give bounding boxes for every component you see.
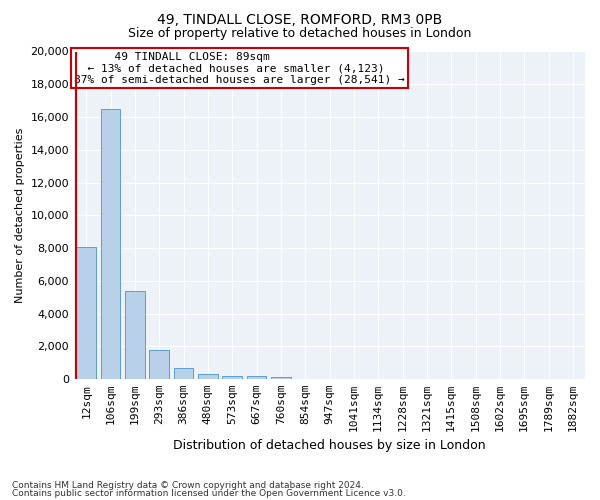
Text: Contains HM Land Registry data © Crown copyright and database right 2024.: Contains HM Land Registry data © Crown c… xyxy=(12,481,364,490)
Bar xyxy=(174,368,193,379)
Text: 49, TINDALL CLOSE, ROMFORD, RM3 0PB: 49, TINDALL CLOSE, ROMFORD, RM3 0PB xyxy=(157,12,443,26)
Bar xyxy=(76,247,96,379)
Bar xyxy=(271,377,290,379)
X-axis label: Distribution of detached houses by size in London: Distribution of detached houses by size … xyxy=(173,440,486,452)
Bar xyxy=(247,376,266,379)
Y-axis label: Number of detached properties: Number of detached properties xyxy=(15,128,25,303)
Bar xyxy=(223,376,242,379)
Text: 49 TINDALL CLOSE: 89sqm
  ← 13% of detached houses are smaller (4,123)
87% of se: 49 TINDALL CLOSE: 89sqm ← 13% of detache… xyxy=(74,52,405,84)
Text: Contains public sector information licensed under the Open Government Licence v3: Contains public sector information licen… xyxy=(12,488,406,498)
Bar xyxy=(125,292,145,379)
Text: Size of property relative to detached houses in London: Size of property relative to detached ho… xyxy=(128,28,472,40)
Bar xyxy=(198,374,218,379)
Bar xyxy=(149,350,169,379)
Bar xyxy=(101,109,120,379)
